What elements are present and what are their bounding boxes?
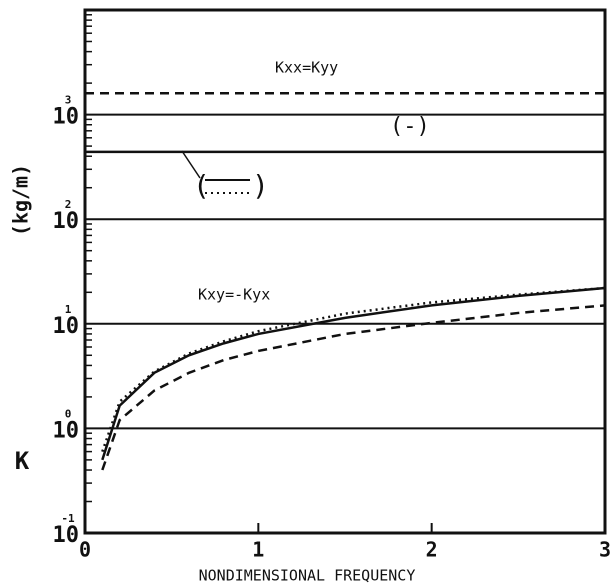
y-tick-exponent: 2 [65,198,72,211]
y-tick-label: 10 [53,418,80,443]
x-tick-label: 3 [599,538,611,562]
leader-line [181,150,201,179]
annotation: (-) [390,114,430,139]
x-tick-label: 1 [252,538,264,562]
y-tick-exponent: 1 [65,303,72,316]
y-axis-label: K [15,447,30,475]
y-tick-label: 10 [53,105,80,130]
legend-paren: ( [193,169,210,202]
series-line [101,286,606,453]
plot-frame [83,8,607,535]
y-tick-label: 10 [53,523,80,548]
y-tick-label: 10 [53,209,80,234]
y-tick-exponent: -1 [61,512,75,525]
annotation: Kxy=-Kyx [198,286,270,304]
y-tick-label: 10 [53,314,80,339]
y-tick-exponent: 3 [65,94,72,107]
series-line [101,304,606,471]
y-axis-unit: (kg/m) [9,164,33,236]
x-tick-label: 2 [426,538,438,562]
y-tick-exponent: 0 [65,407,72,420]
series-line [101,286,606,461]
legend-paren: ) [252,169,269,202]
x-tick-label: 0 [79,538,91,562]
x-axis-label: NONDIMENSIONAL FREQUENCY [199,567,416,585]
annotation: Kxx=Kyy [275,59,338,77]
